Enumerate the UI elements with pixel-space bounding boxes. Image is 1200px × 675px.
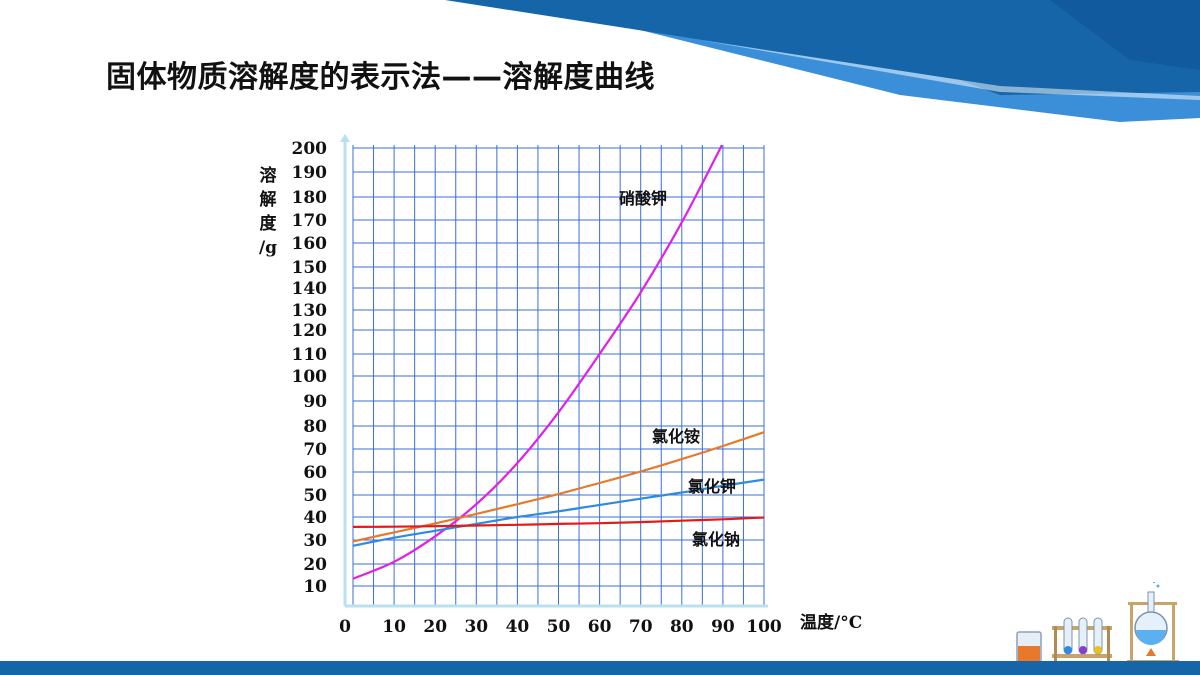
y-tick-label: 180 (292, 188, 328, 208)
y-tick-label: 10 (303, 577, 327, 597)
bottom-bar (0, 661, 1200, 675)
y-tick-label: 200 (292, 139, 328, 159)
y-axis-label-char: 溶 (259, 166, 277, 186)
y-tick-label: 110 (292, 345, 328, 365)
y-tick-label: 130 (292, 301, 328, 321)
y-tick-label: 170 (292, 211, 328, 231)
series-lines (352, 145, 765, 580)
y-axis-arrow (340, 134, 350, 142)
x-tick-label: 70 (629, 617, 653, 637)
x-tick-label: 10 (382, 617, 406, 637)
y-tick-label: 160 (292, 234, 328, 254)
series-label: 氯化钾 (688, 477, 736, 496)
series-line-0 (352, 145, 724, 580)
flask-stand-icon (1127, 582, 1179, 664)
y-tick-label: 30 (303, 531, 327, 551)
y-tick-label: 40 (303, 508, 327, 528)
y-tick-label: 50 (303, 486, 327, 506)
x-tick-label: 50 (547, 617, 571, 637)
series-label: 氯化铵 (652, 427, 700, 446)
beaker-icon (1016, 631, 1042, 663)
test-tube-rack-icon (1052, 617, 1112, 662)
x-tick-label: 0 (339, 617, 351, 637)
tick-labels: 0 10 20 30 40 50 60 70 80 90 100102030405060708090… (292, 139, 782, 637)
y-tick-label: 100 (292, 367, 328, 387)
y-axis-label-unit: /g (258, 238, 278, 258)
y-tick-label: 90 (303, 392, 327, 412)
y-tick-label: 120 (292, 321, 328, 341)
y-axis-label-char: 度 (259, 214, 277, 234)
slide-title: 固体物质溶解度的表示法——溶解度曲线 (106, 60, 655, 95)
x-tick-label: 20 (423, 617, 447, 637)
x-tick-label: 60 (588, 617, 612, 637)
x-tick-label: 90 (711, 617, 735, 637)
y-tick-label: 70 (303, 440, 327, 460)
top-banner (445, 0, 1200, 122)
y-axis-label-char: 解 (259, 190, 277, 210)
series-label: 硝酸钾 (619, 189, 667, 208)
y-tick-label: 150 (292, 258, 328, 278)
x-tick-label: 80 (670, 617, 694, 637)
banner-corner-accent (1050, 0, 1200, 70)
y-axis-label: 溶 解 度 /g (258, 164, 278, 260)
banner-dark-band (445, 0, 1200, 95)
y-tick-label: 80 (303, 417, 327, 437)
chart-axes (340, 134, 768, 608)
x-axis-label: 温度/°C (800, 613, 863, 633)
x-tick-label: 40 (506, 617, 530, 637)
series-line-2 (352, 478, 765, 547)
x-tick-label: 100 (746, 617, 782, 637)
y-tick-label: 20 (303, 555, 327, 575)
series-label: 氯化钠 (692, 530, 740, 549)
chart-grid (352, 145, 765, 606)
x-tick-label: 30 (464, 617, 488, 637)
y-tick-label: 190 (292, 163, 328, 183)
banner-white-sliver (700, 40, 1200, 100)
series-line-3 (352, 516, 765, 528)
lab-equipment-illustration (1016, 582, 1179, 664)
y-tick-label: 60 (303, 463, 327, 483)
y-tick-label: 140 (292, 279, 328, 299)
